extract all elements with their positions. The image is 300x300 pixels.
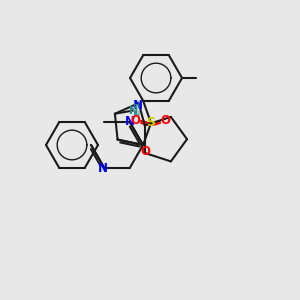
Text: O: O (130, 115, 140, 128)
Text: H: H (133, 111, 140, 121)
Text: N: N (133, 99, 142, 112)
Text: H: H (133, 100, 140, 111)
Text: O: O (141, 146, 151, 158)
Text: N: N (98, 162, 108, 175)
Text: N: N (125, 115, 135, 128)
Text: S: S (146, 116, 155, 130)
Text: N: N (129, 106, 138, 116)
Text: O: O (160, 115, 170, 128)
